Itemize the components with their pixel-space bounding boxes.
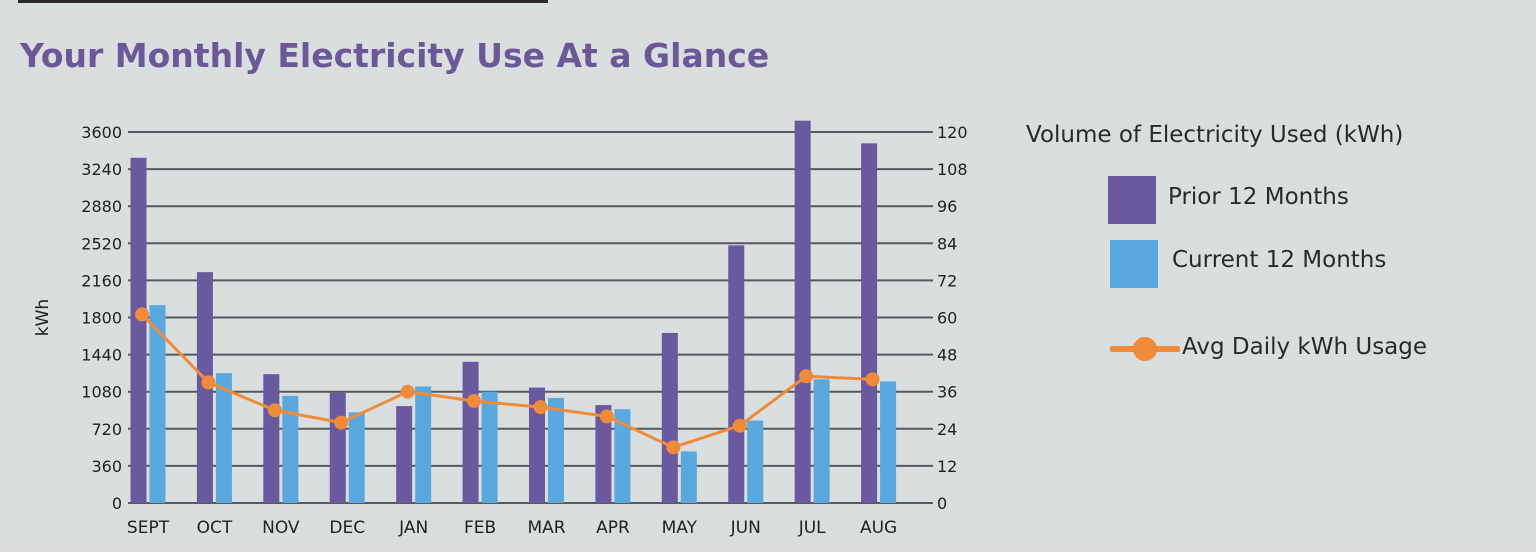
- avg-point: [865, 372, 880, 387]
- x-tick-label: MAR: [527, 518, 565, 538]
- legend-swatch-prior: [1108, 176, 1156, 224]
- top-rule: [18, 0, 548, 3]
- avg-point: [799, 369, 814, 384]
- y-tick-label: 2160: [81, 271, 122, 290]
- bar-current: [282, 395, 299, 503]
- bar-current: [415, 386, 432, 503]
- legend-label-prior: Prior 12 Months: [1168, 184, 1349, 210]
- y-tick-label: 1800: [81, 309, 122, 328]
- y2-tick-label: 0: [937, 494, 947, 513]
- x-tick-label: AUG: [860, 518, 897, 538]
- legend-line-avg-icon: [1110, 337, 1180, 361]
- y2-tick-label: 60: [937, 309, 957, 328]
- chart: 0 360 720 1080 1440 1800 2160 2520 2880 3240 3600 0…: [33, 120, 968, 538]
- bar-prior: [861, 143, 878, 503]
- avg-point: [334, 415, 349, 430]
- avg-point: [400, 384, 415, 399]
- x-tick-label: MAY: [662, 518, 698, 538]
- bar-prior: [661, 332, 678, 503]
- legend-label-avg: Avg Daily kWh Usage: [1182, 334, 1428, 360]
- bar-current: [680, 451, 697, 503]
- y2-tick-label: 12: [937, 457, 957, 476]
- y2-tick-label: 24: [937, 420, 957, 439]
- bar-current: [747, 420, 764, 503]
- bar-current: [215, 373, 232, 503]
- y-tick-label: 2520: [81, 234, 122, 253]
- y2-tick-label: 84: [937, 234, 957, 253]
- bar-current: [880, 381, 897, 503]
- legend-title: Volume of Electricity Used (kWh): [1026, 122, 1404, 148]
- bar-current: [548, 397, 564, 503]
- bar-prior: [595, 405, 612, 503]
- bar-prior: [130, 157, 147, 503]
- y-tick-label: 2880: [81, 197, 122, 216]
- avg-point: [599, 409, 614, 424]
- y2-tick-label: 96: [937, 197, 957, 216]
- avg-point: [732, 418, 747, 433]
- x-tick-label: JAN: [398, 518, 428, 538]
- y-tick-label: 3600: [81, 123, 122, 142]
- y2-tick-label: 36: [937, 383, 957, 402]
- avg-point: [467, 393, 482, 408]
- y-tick-label: 3240: [81, 160, 122, 179]
- x-tick-label: FEB: [464, 518, 496, 538]
- y-tick-label: 0: [112, 494, 122, 513]
- y-tick-label: 1440: [81, 346, 122, 365]
- avg-point: [201, 375, 216, 390]
- y2-tick-label: 72: [937, 271, 957, 290]
- x-tick-label: APR: [596, 518, 630, 538]
- bar-prior: [794, 120, 811, 504]
- x-tick-label: JUN: [730, 518, 761, 538]
- bar-prior: [728, 245, 745, 503]
- legend-label-current: Current 12 Months: [1172, 247, 1387, 273]
- y-tick-label: 1080: [81, 383, 122, 402]
- avg-point: [666, 440, 681, 455]
- x-tick-label: DEC: [329, 518, 365, 538]
- bar-current: [813, 379, 830, 503]
- bar-prior: [329, 392, 346, 503]
- y-tick-label: 360: [91, 457, 122, 476]
- bar-current: [348, 412, 365, 503]
- bar-prior: [529, 387, 545, 503]
- avg-point: [135, 307, 149, 322]
- avg-line: [140, 313, 873, 449]
- bar-prior: [462, 361, 479, 503]
- y2-tick-label: 48: [937, 346, 957, 365]
- avg-point: [267, 403, 282, 418]
- x-tick-label: NOV: [262, 518, 300, 538]
- legend-swatch-current: [1110, 240, 1158, 288]
- x-tick-label: OCT: [197, 518, 233, 538]
- y2-tick-label: 108: [937, 160, 968, 179]
- x-tick-label: JUL: [798, 518, 826, 538]
- bar-current: [481, 391, 498, 503]
- avg-point: [533, 400, 548, 415]
- y2-tick-label: 120: [937, 123, 968, 142]
- bar-current: [149, 305, 166, 503]
- bar-prior: [263, 374, 280, 503]
- bar-prior: [396, 406, 413, 503]
- page-title: Your Monthly Electricity Use At a Glance: [20, 36, 770, 75]
- x-tick-label: SEPT: [127, 518, 170, 538]
- bar-current: [614, 409, 631, 503]
- y-tick-label: 720: [91, 420, 122, 439]
- y-axis-label: kWh: [33, 299, 53, 336]
